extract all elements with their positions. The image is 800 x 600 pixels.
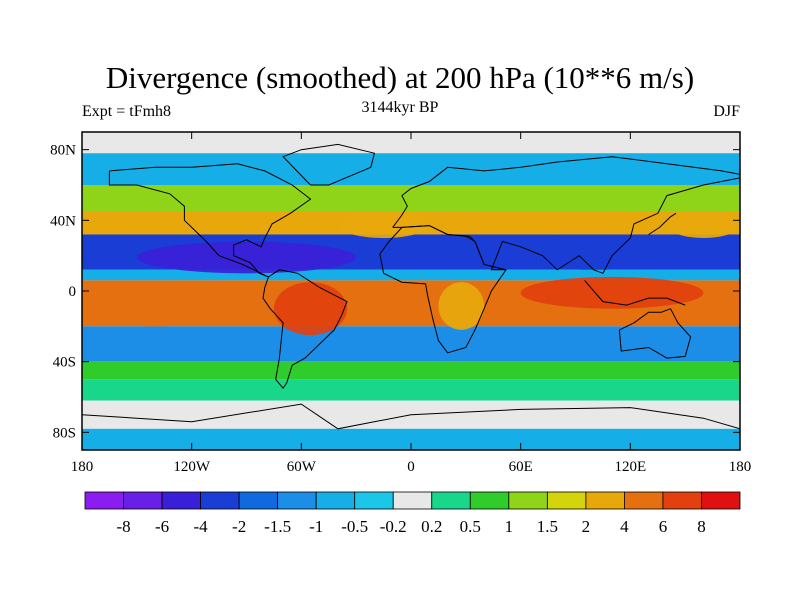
season-label: DJF [713,103,740,120]
colorbar-box [431,491,471,510]
x-tick-label: 180 [729,459,752,475]
y-tick-label: 0 [69,284,77,300]
colorbar-label: -1.5 [264,517,291,536]
x-tick-label: 180 [71,459,94,475]
colorbar-label: 8 [697,517,706,536]
coastline [379,225,507,354]
colorbar-box [161,491,201,510]
coastline [618,308,692,359]
colorbar-box [546,491,587,510]
colorbar-box [84,491,124,510]
colorbar-box [701,491,741,510]
colorbar-label: 1 [505,517,514,536]
colorbar-box [200,491,240,510]
x-tick-label: 60E [509,459,533,475]
coastline [108,163,312,278]
x-tick-label: 60W [287,459,317,475]
field-band [82,326,740,362]
colorbar-box [354,491,394,510]
experiment-label: Expt = tFmh8 [82,103,172,120]
colorbar-label: -1 [309,517,323,536]
colorbar-label: -8 [116,517,130,536]
y-tick-label: 40N [50,213,76,229]
y-tick-label: 80N [50,143,76,159]
coastline [82,403,740,430]
coastline [262,269,348,390]
field-feature [273,282,348,336]
field-feature [337,211,430,238]
colorbar-box [469,491,510,510]
y-tick-label: 40S [53,355,76,371]
divergence-field [82,132,740,450]
colorbar-label: 1.5 [537,517,558,536]
colorbar-box [277,491,317,510]
field-feature [666,211,740,238]
x-tick-label: 120E [614,459,646,475]
figure-title: Divergence (smoothed) at 200 hPa (10**6 … [105,60,695,95]
coastline [282,143,376,186]
field-band [82,361,740,380]
x-tick-label: 0 [407,459,415,475]
colorbar-box [238,491,279,510]
colorbar-label: -0.5 [341,517,368,536]
field-feature [136,241,357,274]
field-band [82,153,740,185]
field-band [82,132,740,154]
colorbar-box [315,491,356,510]
field-feature [438,282,485,330]
field-band [82,428,740,450]
coastline [584,280,686,306]
field-band [82,269,740,281]
colorbar-label: -0.2 [380,517,407,536]
colorbar-label: 4 [620,517,629,536]
colorbar: -8 -6 -4 -2 -1.5 -1 -0.5 -0.2 0.2 0.5 1 1.5 2 4 6 8 [84,491,741,536]
colorbar-label: 6 [659,517,668,536]
coastlines [82,143,740,430]
colorbar-label: 0.5 [460,517,481,536]
y-tick-label: 80S [53,425,76,441]
field-feature [502,238,686,270]
coastline [648,212,677,235]
colorbar-box [624,491,664,510]
colorbar-box [662,491,702,510]
colorbar-box [508,491,548,510]
colorbar-label: 2 [582,517,591,536]
colorbar-label: -4 [194,517,209,536]
field-band [82,185,740,212]
colorbar-box [585,491,625,510]
field-feature [82,291,229,327]
colorbar-box [392,491,433,510]
colorbar-label: -6 [155,517,169,536]
field-band [82,379,740,401]
field-feature [520,276,704,309]
colorbar-label: -2 [232,517,246,536]
colorbar-box [123,491,163,510]
colorbar-label: 0.2 [421,517,442,536]
time-label: 3144kyr BP [361,99,439,116]
x-tick-label: 120W [173,459,211,475]
